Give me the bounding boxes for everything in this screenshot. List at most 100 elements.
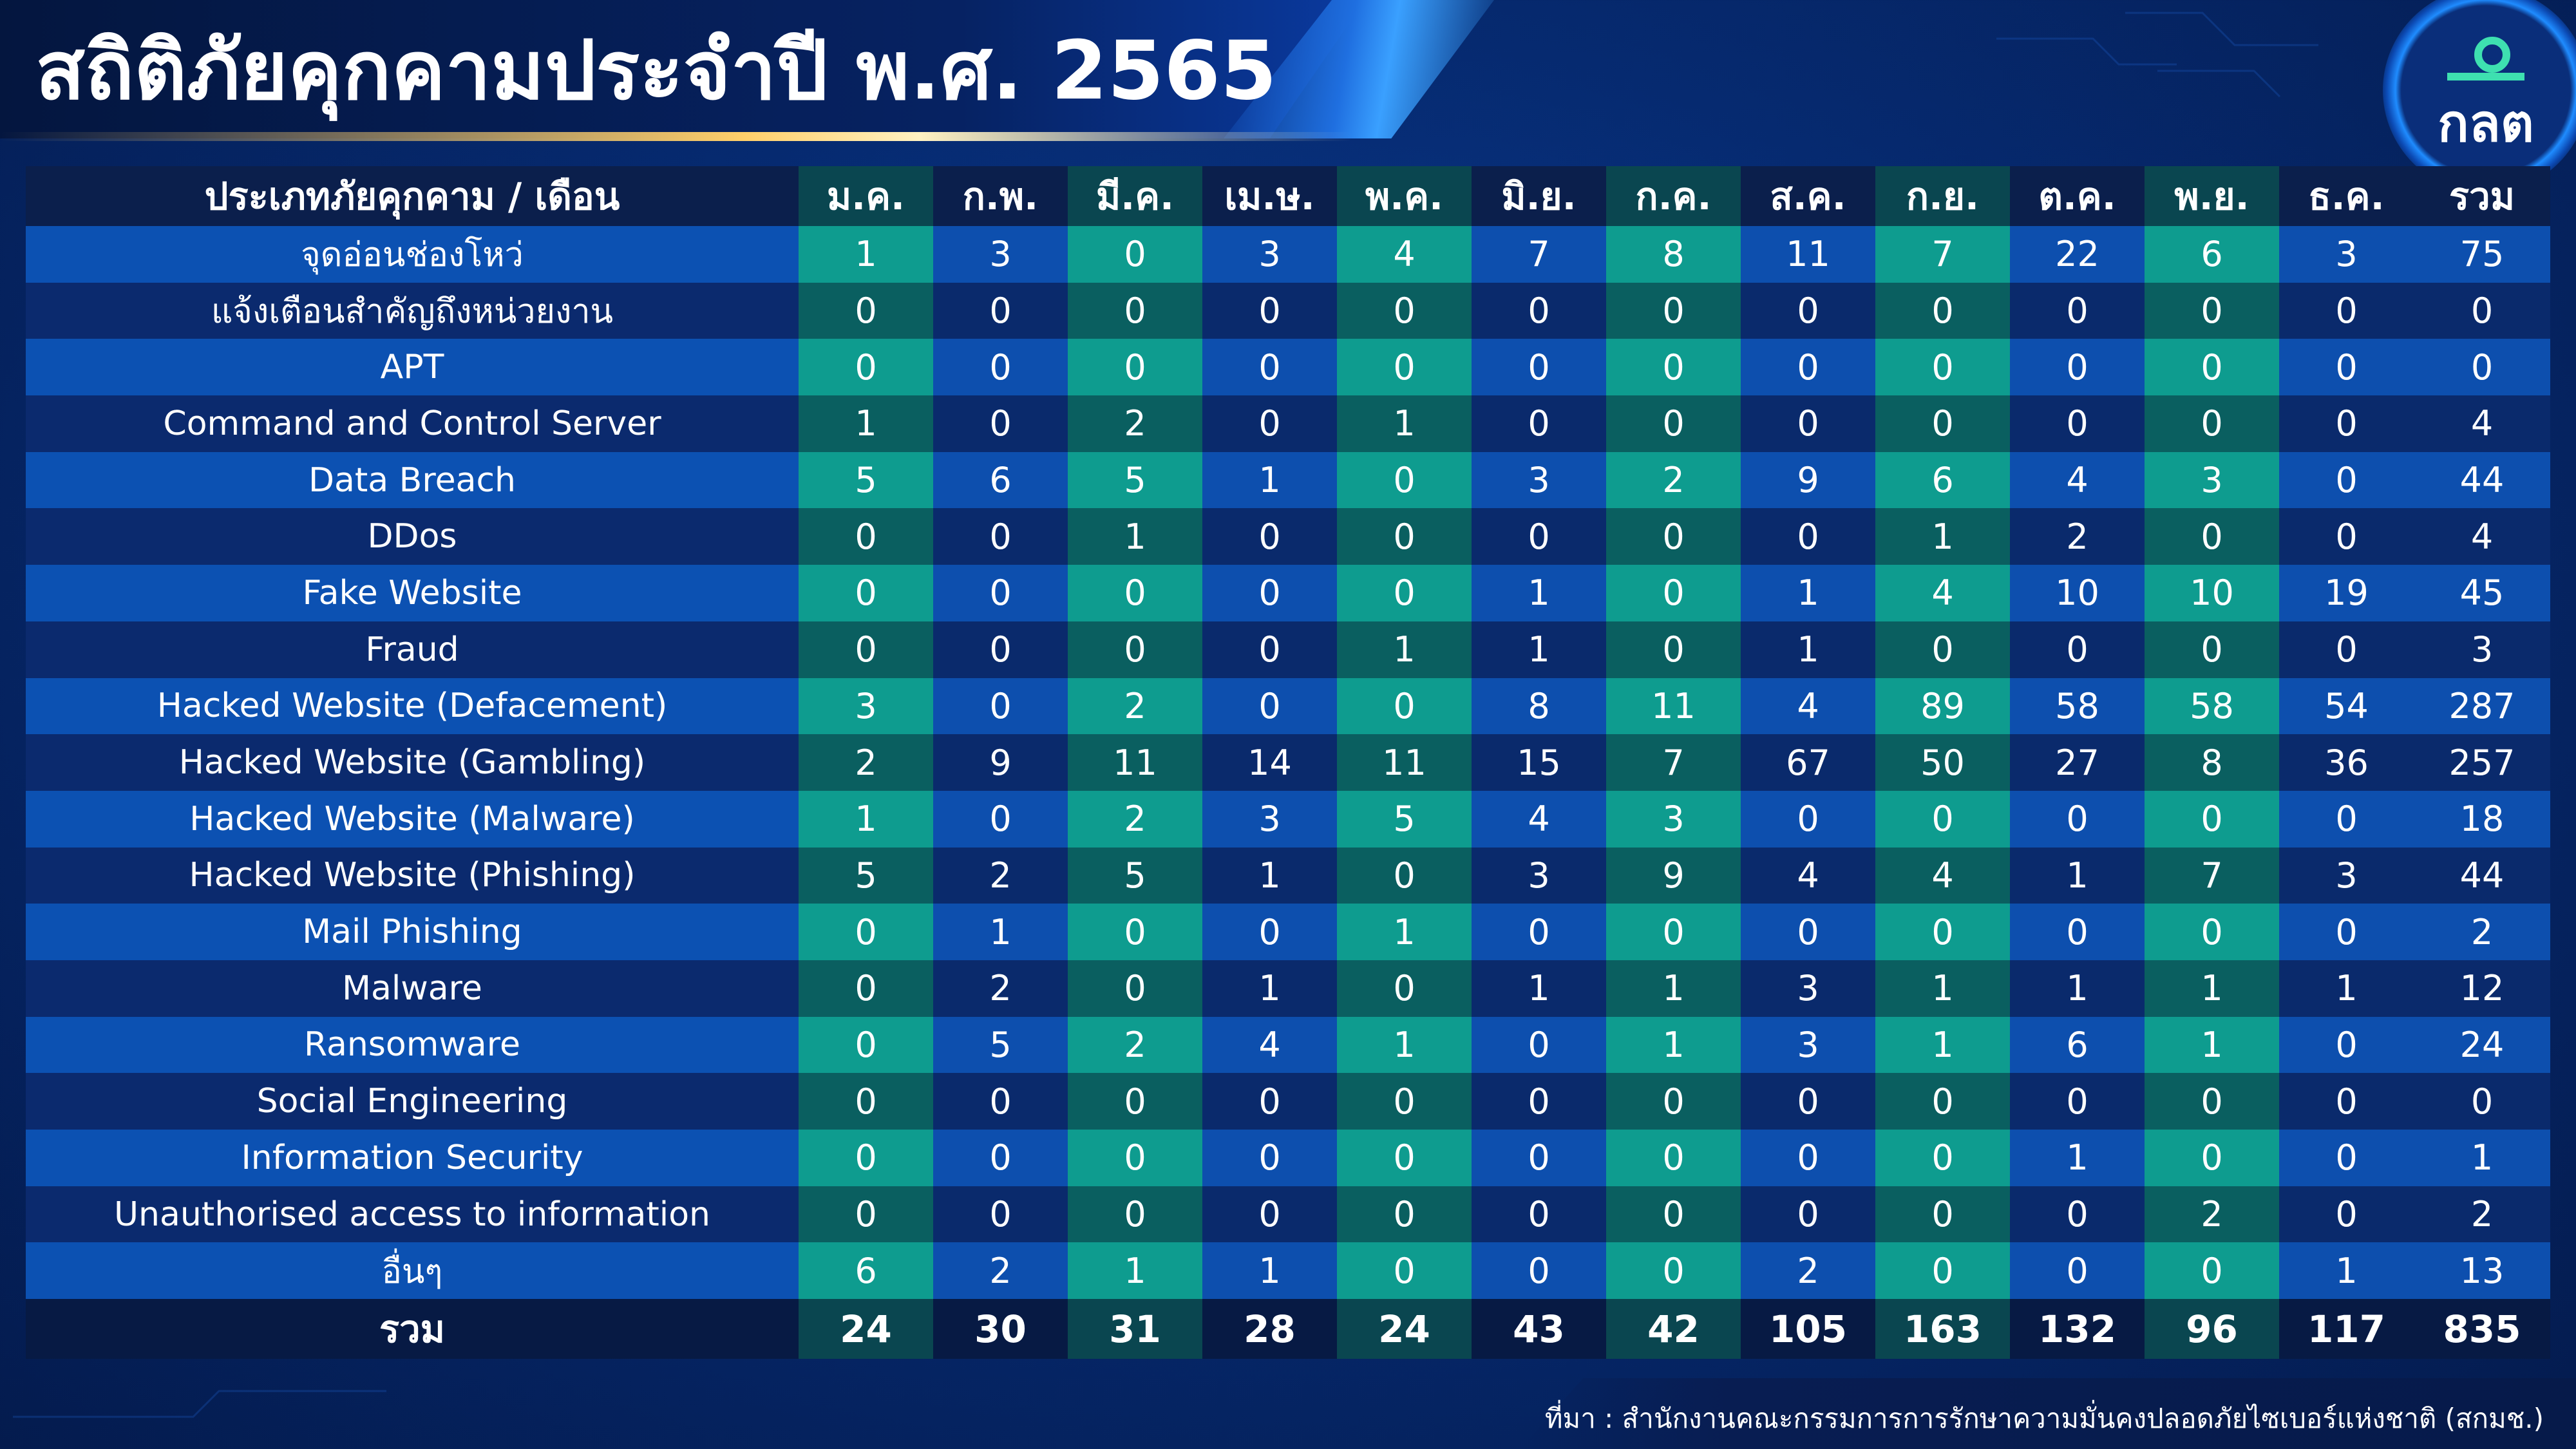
header-total: รวม	[2414, 166, 2550, 226]
header-month: ก.ค.	[1606, 166, 1741, 226]
data-cell: 0	[2145, 1130, 2279, 1186]
data-cell: 1	[2279, 1242, 2414, 1300]
row-category-label: Fake Website	[26, 565, 799, 621]
data-cell: 0	[2010, 904, 2145, 960]
data-cell: 1	[1202, 451, 1337, 509]
data-cell: 0	[1875, 1242, 2010, 1300]
data-cell: 0	[1202, 621, 1337, 678]
data-cell: 0	[1875, 282, 2010, 339]
row-category-label: Fraud	[26, 621, 799, 678]
total-cell: 163	[1875, 1299, 2010, 1359]
table-row: Data Breach 5 6 5 1 0 3 2 9 6 4 3 0 44	[26, 451, 2550, 509]
data-cell: 0	[1202, 1073, 1337, 1130]
data-cell: 1	[1741, 565, 1875, 621]
data-cell: 1	[1202, 960, 1337, 1017]
data-cell: 1	[1202, 1242, 1337, 1300]
row-category-label: DDos	[26, 508, 799, 565]
data-cell: 0	[1472, 339, 1606, 396]
header-month: เม.ษ.	[1202, 166, 1337, 226]
table-row: DDos 0 0 1 0 0 0 0 0 1 2 0 0 4	[26, 508, 2550, 565]
data-cell: 0	[933, 790, 1068, 848]
data-cell: 0	[799, 508, 933, 565]
data-cell: 0	[1337, 677, 1472, 735]
data-cell: 5	[933, 1016, 1068, 1074]
data-cell: 0	[799, 339, 933, 396]
data-cell: 4	[1741, 847, 1875, 904]
row-total-cell: 13	[2414, 1242, 2550, 1300]
data-cell: 6	[1875, 451, 2010, 509]
row-total-cell: 4	[2414, 508, 2550, 565]
table-row: Ransomware 0 5 2 4 1 0 1 3 1 6 1 0 24	[26, 1016, 2550, 1074]
data-cell: 0	[1337, 847, 1472, 904]
data-cell: 0	[1875, 1130, 2010, 1186]
data-cell: 0	[1472, 904, 1606, 960]
data-cell: 0	[1202, 508, 1337, 565]
data-cell: 2	[799, 734, 933, 791]
data-cell: 6	[933, 451, 1068, 509]
row-category-label: Hacked Website (Phishing)	[26, 847, 799, 904]
data-cell: 0	[1337, 960, 1472, 1017]
data-cell: 0	[1068, 1073, 1202, 1130]
data-cell: 36	[2279, 734, 2414, 791]
data-cell: 27	[2010, 734, 2145, 791]
data-cell: 0	[799, 1130, 933, 1186]
row-category-label: Malware	[26, 960, 799, 1017]
data-cell: 0	[1606, 621, 1741, 678]
row-total-cell: 287	[2414, 677, 2550, 735]
header-month: ก.พ.	[933, 166, 1068, 226]
total-row: รวม 24 30 31 28 24 43 42 105 163 132 96 117 835	[26, 1299, 2550, 1359]
row-category-label: Mail Phishing	[26, 904, 799, 960]
data-cell: 1	[799, 395, 933, 452]
row-category-label: จุดอ่อนช่องโหว่	[26, 226, 799, 283]
data-cell: 0	[1068, 1130, 1202, 1186]
data-cell: 4	[2010, 451, 2145, 509]
data-cell: 0	[933, 621, 1068, 678]
data-cell: 3	[1741, 1016, 1875, 1074]
data-cell: 0	[1741, 790, 1875, 848]
page-title: สถิติภัยคุกคามประจำปี พ.ศ. 2565	[35, 23, 1277, 118]
table-row: Social Engineering 0 0 0 0 0 0 0 0 0 0 0 0 0	[26, 1073, 2550, 1130]
data-cell: 0	[1337, 1130, 1472, 1186]
table-row: Hacked Website (Gambling) 2 9 11 14 11 15 7 67 50…	[26, 734, 2550, 791]
header-category: ประเภทภัยคุกคาม / เดือน	[26, 166, 799, 226]
row-category-label: อื่นๆ	[26, 1242, 799, 1300]
data-cell: 0	[2279, 621, 2414, 678]
data-cell: 0	[1875, 790, 2010, 848]
data-cell: 1	[2145, 1016, 2279, 1074]
data-cell: 10	[2010, 565, 2145, 621]
data-cell: 0	[1202, 565, 1337, 621]
table-row: Hacked Website (Defacement) 3 0 2 0 0 8 11 4 89 58…	[26, 677, 2550, 735]
data-cell: 2	[1606, 451, 1741, 509]
table-header-row: ประเภทภัยคุกคาม / เดือน ม.ค. ก.พ. มี.ค. เม.…	[26, 166, 2550, 226]
total-cell: 42	[1606, 1299, 1741, 1359]
data-cell: 0	[799, 1016, 933, 1074]
data-cell: 3	[933, 226, 1068, 283]
header-month: ส.ค.	[1741, 166, 1875, 226]
row-total-cell: 257	[2414, 734, 2550, 791]
data-cell: 0	[1741, 339, 1875, 396]
data-cell: 0	[799, 621, 933, 678]
data-cell: 0	[2145, 904, 2279, 960]
table-row: Fraud 0 0 0 0 1 1 0 1 0 0 0 0 3	[26, 621, 2550, 678]
data-cell: 1	[1875, 960, 2010, 1017]
data-cell: 0	[2010, 790, 2145, 848]
total-cell: 96	[2145, 1299, 2279, 1359]
table-row: Command and Control Server 1 0 2 0 1 0 0 0 0 0 0 0 4	[26, 395, 2550, 452]
row-category-label: Unauthorised access to information	[26, 1186, 799, 1243]
total-cell: 117	[2279, 1299, 2414, 1359]
table-row: Information Security 0 0 0 0 0 0 0 0 0 1 0 0 1	[26, 1130, 2550, 1186]
header-month: ต.ค.	[2010, 166, 2145, 226]
data-cell: 0	[933, 1130, 1068, 1186]
row-total-cell: 2	[2414, 904, 2550, 960]
data-cell: 54	[2279, 677, 2414, 735]
data-cell: 0	[1337, 1186, 1472, 1243]
row-category-label: Ransomware	[26, 1016, 799, 1074]
total-cell: 43	[1472, 1299, 1606, 1359]
data-cell: 2	[1068, 677, 1202, 735]
data-cell: 0	[1337, 1073, 1472, 1130]
data-cell: 3	[2279, 847, 2414, 904]
data-cell: 6	[2010, 1016, 2145, 1074]
data-cell: 0	[1337, 282, 1472, 339]
data-cell: 0	[1606, 1242, 1741, 1300]
data-cell: 0	[933, 395, 1068, 452]
